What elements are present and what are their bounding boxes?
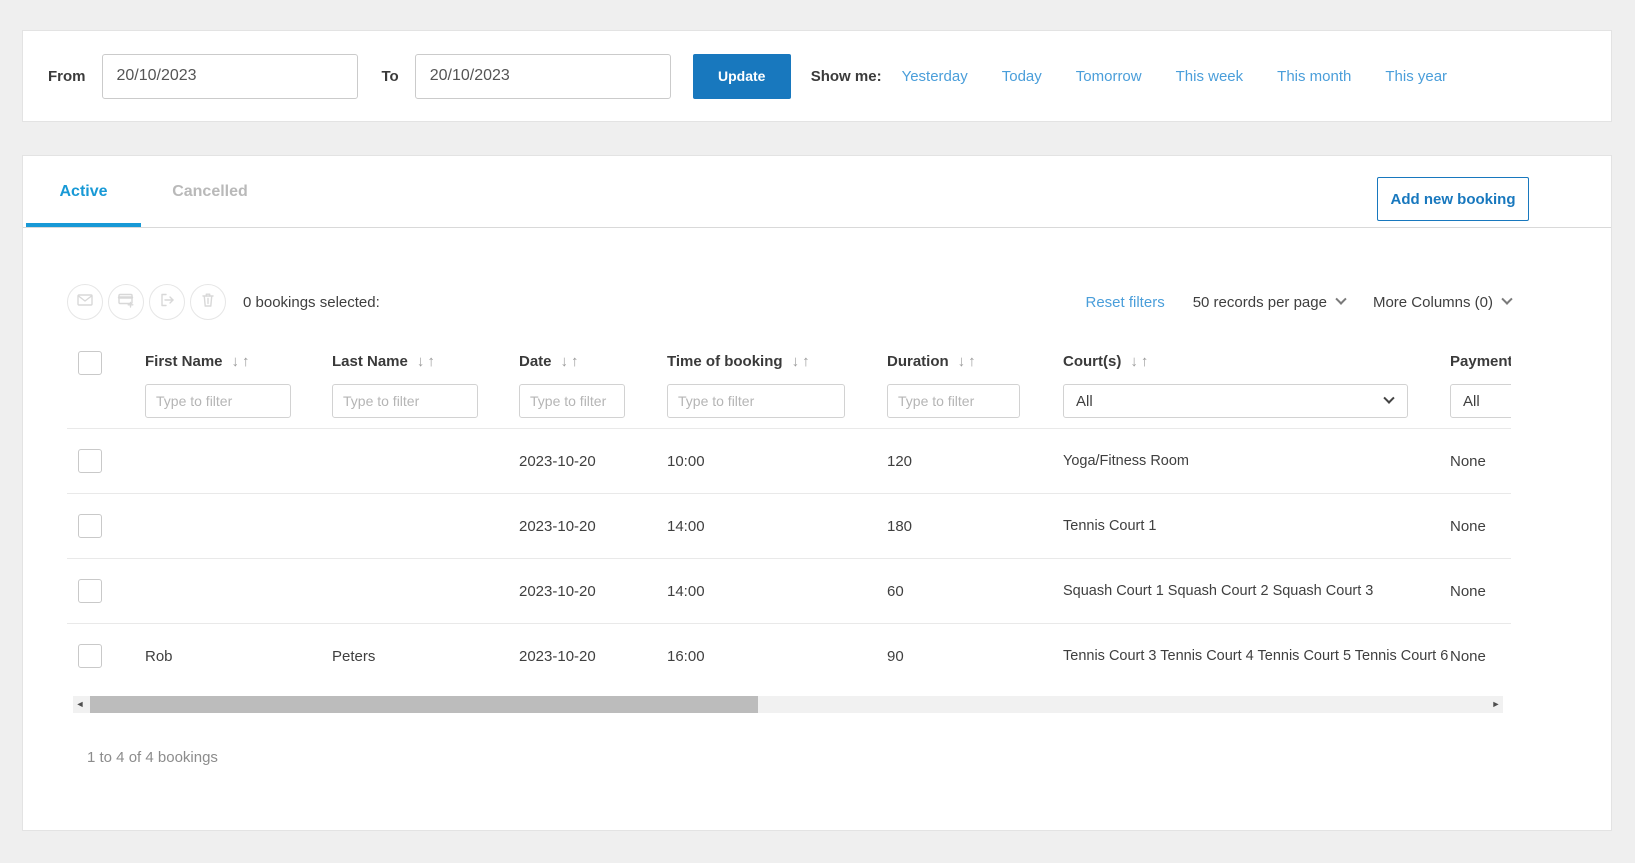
chevron-down-icon: [1335, 293, 1347, 305]
cell-date: 2023-10-20: [519, 582, 596, 600]
bookings-table: First Name ↓↑ Last Name ↓↑: [67, 320, 1511, 688]
cell-duration: 180: [887, 517, 913, 535]
cell-date: 2023-10-20: [519, 452, 596, 470]
from-date-input[interactable]: [101, 53, 358, 99]
trash-icon: [199, 291, 217, 313]
row-checkbox[interactable]: [78, 644, 102, 668]
date-filter-input[interactable]: [519, 384, 625, 418]
time-filter-input[interactable]: [667, 384, 845, 418]
sort-arrows-icon[interactable]: ↓ ↑: [957, 352, 976, 370]
cell-date: 2023-10-20: [519, 517, 596, 535]
scrollbar-thumb[interactable]: [90, 696, 758, 713]
column-header-last-name: Last Name: [332, 352, 408, 370]
quick-link-tomorrow[interactable]: Tomorrow: [1075, 67, 1142, 85]
bookings-panel: Active Cancelled Add new booking: [22, 155, 1612, 831]
cell-payment: None: [1450, 517, 1486, 535]
chevron-down-icon: [1501, 293, 1513, 305]
cell-courts: Tennis Court 3 Tennis Court 4 Tennis Cou…: [1063, 648, 1449, 664]
column-header-first-name: First Name: [145, 352, 223, 370]
results-summary: 1 to 4 of 4 bookings: [87, 749, 218, 766]
cell-courts: Squash Court 1 Squash Court 2 Squash Cou…: [1063, 583, 1374, 599]
table-row: 2023-10-20 14:00 60 Squash Court 1 Squas…: [67, 558, 1511, 623]
cell-duration: 60: [887, 582, 904, 600]
bookings-table-viewport: First Name ↓↑ Last Name ↓↑: [67, 320, 1511, 688]
delete-button[interactable]: [190, 284, 226, 320]
quick-link-this-year[interactable]: This year: [1385, 67, 1448, 85]
column-header-payment: Payment: [1450, 352, 1511, 370]
duration-filter-input[interactable]: [887, 384, 1020, 418]
table-header-row: First Name ↓↑ Last Name ↓↑: [67, 320, 1511, 428]
sort-arrows-icon[interactable]: ↓ ↑: [791, 352, 810, 370]
chevron-down-icon: [1383, 392, 1395, 404]
column-header-courts: Court(s): [1063, 352, 1122, 370]
table-row: 2023-10-20 10:00 120 Yoga/Fitness Room N…: [67, 428, 1511, 493]
date-filter-bar: From To Update Show me: Yesterday Today …: [22, 30, 1612, 122]
table-row: 2023-10-20 14:00 180 Tennis Court 1 None: [67, 493, 1511, 558]
row-checkbox[interactable]: [78, 514, 102, 538]
table-options: Reset filters 50 records per page More C…: [1085, 293, 1513, 311]
cell-last-name: Peters: [332, 647, 376, 665]
cell-time: 14:00: [667, 517, 705, 535]
cell-courts: Tennis Court 1: [1063, 518, 1157, 534]
add-new-booking-button[interactable]: Add new booking: [1377, 177, 1529, 221]
update-button[interactable]: Update: [692, 53, 791, 99]
sort-arrows-icon[interactable]: ↓ ↑: [1130, 352, 1149, 370]
quick-link-this-month[interactable]: This month: [1277, 67, 1352, 85]
select-all-checkbox[interactable]: [78, 351, 102, 375]
payment-filter-select[interactable]: All: [1450, 384, 1511, 418]
cell-payment: None: [1450, 582, 1486, 600]
sort-arrows-icon[interactable]: ↓ ↑: [560, 352, 579, 370]
quick-link-today[interactable]: Today: [1001, 67, 1042, 85]
horizontal-scrollbar[interactable]: ◄ ►: [73, 696, 1503, 713]
records-per-page-label: 50 records per page: [1192, 293, 1327, 311]
cell-duration: 90: [887, 647, 904, 665]
column-header-duration: Duration: [887, 352, 949, 370]
email-icon: [76, 291, 94, 313]
cell-date: 2023-10-20: [519, 647, 596, 665]
export-button[interactable]: [149, 284, 185, 320]
cell-payment: None: [1450, 647, 1486, 665]
quick-link-yesterday[interactable]: Yesterday: [901, 67, 968, 85]
selection-count-text: 0 bookings selected:: [243, 293, 380, 311]
courts-filter-value: All: [1076, 392, 1093, 410]
column-header-date: Date: [519, 352, 552, 370]
sort-arrows-icon[interactable]: ↓ ↑: [416, 352, 435, 370]
cell-courts: Yoga/Fitness Room: [1063, 453, 1190, 469]
cell-payment: None: [1450, 452, 1486, 470]
quick-link-this-week[interactable]: This week: [1175, 67, 1244, 85]
courts-filter-select[interactable]: All: [1063, 384, 1408, 418]
tab-bar: Active Cancelled Add new booking: [23, 156, 1611, 228]
to-label: To: [381, 67, 399, 85]
payment-card-plus-icon: [117, 291, 135, 313]
cell-time: 16:00: [667, 647, 705, 665]
payment-filter-value: All: [1463, 392, 1480, 410]
add-payment-button[interactable]: [108, 284, 144, 320]
reset-filters-link[interactable]: Reset filters: [1085, 293, 1165, 311]
row-checkbox[interactable]: [78, 449, 102, 473]
cell-first-name: Rob: [145, 647, 173, 665]
to-date-input[interactable]: [414, 53, 671, 99]
email-button[interactable]: [67, 284, 103, 320]
sort-arrows-icon[interactable]: ↓ ↑: [231, 352, 250, 370]
bulk-actions-toolbar: 0 bookings selected: Reset filters 50 re…: [67, 284, 1513, 320]
cell-time: 14:00: [667, 582, 705, 600]
from-label: From: [48, 67, 86, 85]
scroll-left-icon[interactable]: ◄: [75, 699, 85, 709]
records-per-page-dropdown[interactable]: 50 records per page: [1192, 293, 1347, 311]
more-columns-label: More Columns (0): [1372, 293, 1493, 311]
table-row: Rob Peters 2023-10-20 16:00 90 Tennis Co…: [67, 623, 1511, 688]
tab-active[interactable]: Active: [26, 156, 141, 227]
show-me-label: Show me:: [810, 67, 882, 85]
column-header-time-of-booking: Time of booking: [667, 352, 783, 370]
export-icon: [158, 291, 176, 313]
tab-cancelled[interactable]: Cancelled: [172, 182, 248, 200]
cell-duration: 120: [887, 452, 913, 470]
more-columns-dropdown[interactable]: More Columns (0): [1372, 293, 1513, 311]
scroll-right-icon[interactable]: ►: [1491, 699, 1501, 709]
cell-time: 10:00: [667, 452, 705, 470]
row-checkbox[interactable]: [78, 579, 102, 603]
last-name-filter-input[interactable]: [332, 384, 478, 418]
first-name-filter-input[interactable]: [145, 384, 291, 418]
